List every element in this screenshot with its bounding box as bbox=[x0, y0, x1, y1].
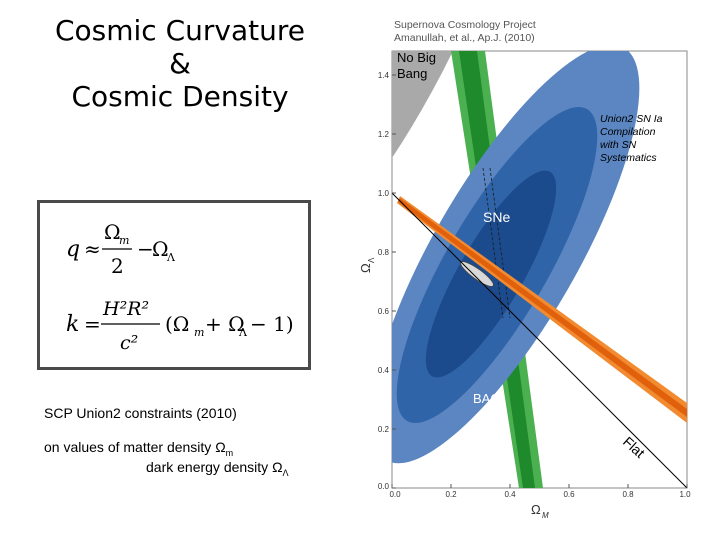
x-axis-title-sub: M bbox=[542, 511, 549, 520]
x-axis-title: Ω bbox=[531, 502, 541, 517]
caption-line-1: SCP Union2 constraints (2010) bbox=[44, 405, 237, 421]
sne-label: SNe bbox=[483, 209, 510, 225]
union-label-3: with SN bbox=[600, 139, 637, 151]
y-axis-title-symbol: Ω bbox=[358, 263, 373, 273]
y-tick-label: 0.2 bbox=[378, 425, 390, 434]
caption-matter-text: on values of matter density Ω bbox=[44, 439, 226, 455]
caption-dark-energy-sub: Λ bbox=[282, 467, 289, 478]
q-symbol: q bbox=[66, 237, 80, 262]
y-tick-label: 0.8 bbox=[378, 248, 390, 257]
k-m-subscript: m bbox=[194, 326, 204, 339]
plot-regions bbox=[392, 51, 687, 488]
omega-m-numerator: Ω bbox=[104, 220, 121, 244]
y-tick-label: 1.2 bbox=[378, 130, 390, 139]
k-plus-omega-lambda: + Ω bbox=[205, 312, 245, 336]
minus-sign: − bbox=[137, 237, 154, 261]
plot-header-2: Amanullah, et al., Ap.J. (2010) bbox=[394, 32, 535, 44]
no-big-bang-region bbox=[392, 51, 453, 158]
caption-line-3: dark energy density ΩΛ bbox=[146, 459, 289, 478]
x-tick-label: 0.0 bbox=[389, 490, 401, 499]
k-tail: − 1) bbox=[250, 312, 294, 336]
omega-m-subscript: m bbox=[119, 234, 129, 247]
bao-dash-1 bbox=[482, 167, 504, 319]
omega-lambda-subscript: Λ bbox=[166, 251, 176, 264]
union-label-1: Union2 SN Ia bbox=[600, 113, 663, 125]
k-lambda-subscript: Λ bbox=[238, 326, 248, 339]
union-label-2: Compilation bbox=[600, 126, 656, 138]
y-axis: 0.0 0.2 0.4 0.6 0.8 1.0 1.2 1.4 bbox=[378, 71, 396, 491]
no-big-bang-label-1: No Big bbox=[397, 50, 436, 65]
x-tick-label: 0.8 bbox=[622, 490, 634, 499]
title-line-3: Cosmic Density bbox=[71, 80, 289, 113]
y-tick-label: 0.6 bbox=[378, 307, 390, 316]
caption-matter-sub: m bbox=[225, 447, 234, 458]
x-tick-label: 0.2 bbox=[445, 490, 457, 499]
cosmology-constraints-plot: Supernova Cosmology Project Amanullah, e… bbox=[358, 19, 691, 520]
omega-lambda: Ω bbox=[152, 237, 169, 261]
y-axis-title-sub: Λ bbox=[367, 257, 376, 263]
y-tick-label: 0.0 bbox=[378, 482, 390, 491]
bao-label: BAO bbox=[473, 391, 500, 406]
y-axis-title: Ω Λ bbox=[358, 257, 376, 273]
x-tick-label: 0.6 bbox=[563, 490, 575, 499]
k-symbol: k bbox=[66, 312, 79, 337]
k-numerator: H²R² bbox=[102, 298, 149, 320]
cmb-inner-band bbox=[398, 198, 687, 417]
x-tick-label: 1.0 bbox=[679, 490, 691, 499]
x-tick-label: 0.4 bbox=[504, 490, 516, 499]
slide-title: Cosmic Curvature & Cosmic Density bbox=[30, 14, 330, 113]
k-denominator: c² bbox=[120, 332, 138, 354]
title-line-2: & bbox=[169, 47, 191, 80]
plot-header-1: Supernova Cosmology Project bbox=[394, 19, 536, 31]
flat-universe-line bbox=[392, 192, 687, 488]
formula-box: q ≈ Ω m 2 − Ω Λ k = H²R² c² (Ω m + Ω Λ −… bbox=[37, 200, 311, 370]
bao-dash-2 bbox=[489, 167, 511, 319]
y-tick-label: 1.0 bbox=[378, 189, 390, 198]
approx-symbol: ≈ bbox=[84, 237, 101, 261]
formula-equations: q ≈ Ω m 2 − Ω Λ k = H²R² c² (Ω m + Ω Λ −… bbox=[66, 220, 294, 354]
q-denominator: 2 bbox=[111, 254, 124, 278]
y-tick-label: 1.4 bbox=[378, 71, 390, 80]
no-big-bang-label-2: Bang bbox=[397, 66, 427, 81]
equals-sign: = bbox=[84, 312, 101, 336]
caption-dark-energy-text: dark energy density Ω bbox=[146, 459, 283, 475]
union-label-4: Systematics bbox=[600, 152, 657, 164]
caption-line-2: on values of matter density Ωm bbox=[44, 439, 233, 458]
title-line-1: Cosmic Curvature bbox=[54, 14, 305, 47]
y-tick-label: 0.4 bbox=[378, 366, 390, 375]
k-paren-omega-m: (Ω bbox=[165, 312, 189, 336]
x-axis: 0.0 0.2 0.4 0.6 0.8 1.0 bbox=[389, 484, 691, 499]
